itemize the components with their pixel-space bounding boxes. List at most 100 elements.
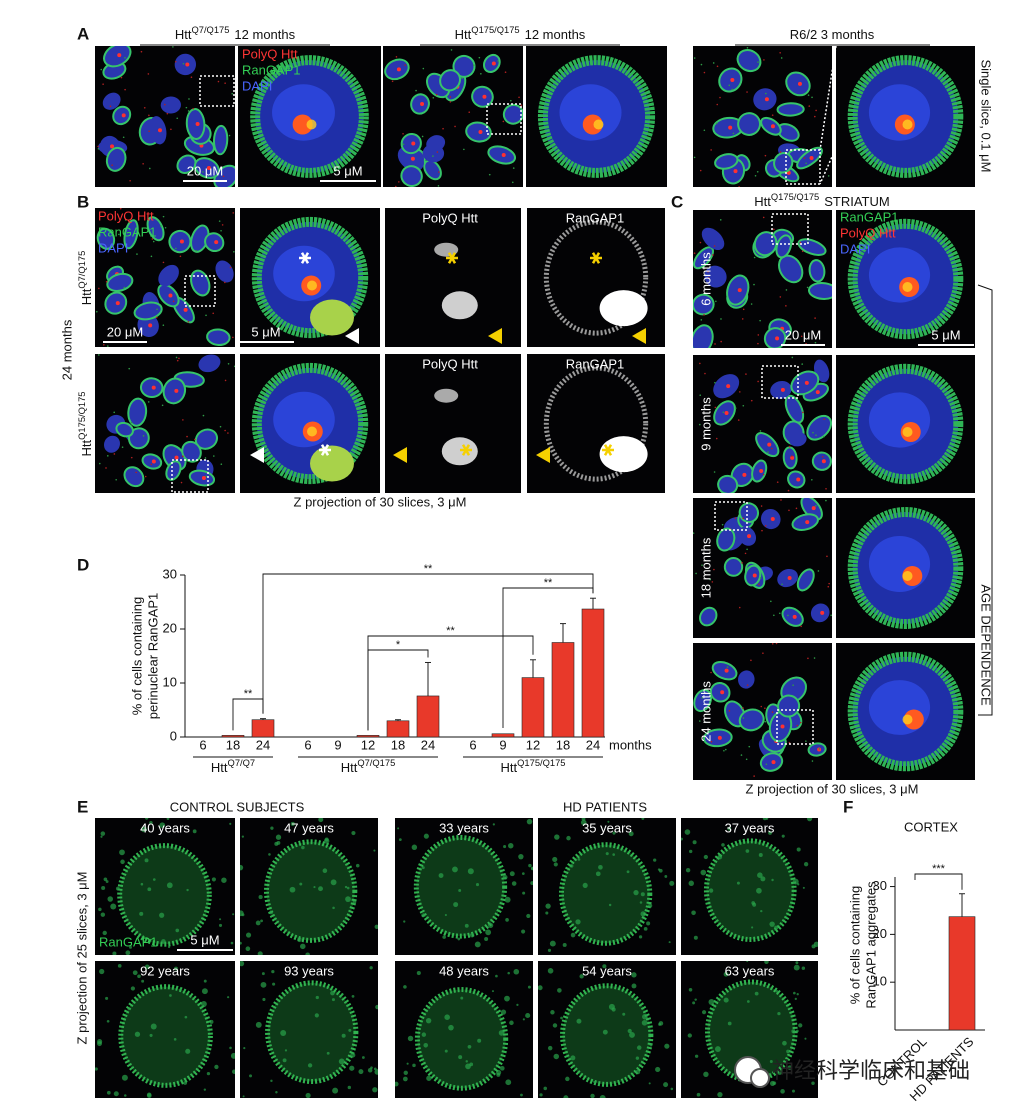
speck (398, 181, 400, 183)
speck (512, 167, 515, 169)
speck (692, 1001, 696, 1005)
speck (756, 170, 759, 173)
panel-letter: A (77, 24, 89, 43)
speck (395, 1081, 399, 1087)
speck (642, 1013, 648, 1020)
speck (779, 151, 782, 153)
speck (794, 997, 797, 1001)
speck (140, 50, 143, 53)
speck (132, 970, 138, 976)
speck (372, 1087, 378, 1093)
speck (633, 889, 639, 896)
panel-letter: D (77, 555, 89, 574)
speck (126, 232, 129, 234)
speck (719, 219, 722, 221)
speck (745, 373, 747, 375)
speck (115, 478, 117, 481)
speck (369, 966, 373, 970)
speck (255, 1021, 262, 1028)
speck (827, 585, 830, 588)
speck (107, 455, 109, 457)
zoom-box (761, 365, 799, 399)
speck (130, 456, 133, 459)
significance-bracket (262, 573, 594, 714)
speck (699, 394, 702, 397)
speck (421, 913, 426, 918)
speck (528, 863, 532, 868)
ranGAP1-aggregate (310, 445, 354, 482)
speck (159, 822, 166, 828)
speck (765, 818, 769, 820)
speck (105, 880, 109, 883)
speck (760, 909, 763, 913)
aggregate-core (902, 571, 913, 581)
speck (758, 852, 763, 857)
speck (655, 1066, 661, 1073)
speck (717, 854, 723, 860)
speck (795, 1029, 799, 1033)
aggregate (724, 668, 729, 673)
speck (703, 854, 709, 860)
channel-title: RanGAP1 (566, 210, 625, 225)
speck (307, 1063, 313, 1068)
speck (95, 310, 98, 313)
speck (355, 863, 360, 868)
speck (707, 707, 709, 709)
speck (504, 896, 511, 903)
speck (367, 1067, 373, 1073)
speck (547, 948, 552, 952)
speck (802, 411, 804, 414)
speck (406, 1062, 409, 1065)
arrowhead (250, 447, 264, 463)
speck (792, 684, 794, 687)
speck (438, 171, 440, 173)
speck (707, 276, 710, 279)
speck (415, 89, 417, 92)
speck (764, 525, 767, 527)
arrowhead (488, 328, 502, 344)
speck (341, 1033, 346, 1038)
speck (120, 859, 125, 865)
x-tick-label: 6 (469, 737, 476, 752)
speck (100, 831, 106, 836)
speck (715, 437, 718, 440)
speck (467, 868, 474, 875)
speck (699, 169, 702, 172)
speck (635, 1056, 640, 1060)
y-axis-label: % of cells containing (847, 886, 862, 1005)
error-bar (425, 661, 431, 696)
speck (760, 505, 763, 507)
speck (344, 885, 348, 889)
group-title: HttQ175/Q175 12 months (455, 25, 586, 42)
speck (714, 406, 717, 409)
cell (776, 102, 805, 117)
speck (174, 60, 177, 63)
speck (570, 932, 576, 938)
channel-title: PolyQ Htt (422, 210, 478, 225)
aggregate (771, 760, 776, 765)
aggregate (183, 307, 188, 312)
speck (773, 614, 775, 617)
gray-blob (441, 291, 478, 320)
speck (105, 280, 108, 283)
cell (714, 153, 739, 170)
cell (736, 49, 762, 73)
speck (511, 881, 517, 886)
speck (436, 151, 439, 153)
error-bar (959, 893, 965, 917)
speck (472, 64, 475, 66)
label-text: STRIATUM (824, 194, 889, 209)
speck (175, 928, 180, 933)
asterisk (461, 444, 471, 456)
age-label: 24 months (59, 319, 74, 380)
speck (299, 882, 303, 886)
speck (450, 49, 453, 51)
speck (712, 254, 714, 256)
label-text: Htt (79, 288, 94, 305)
bar (491, 733, 515, 738)
speck (305, 952, 310, 955)
cell (737, 112, 762, 136)
aggregate (752, 573, 757, 578)
speck (710, 671, 712, 674)
speck (423, 833, 429, 839)
